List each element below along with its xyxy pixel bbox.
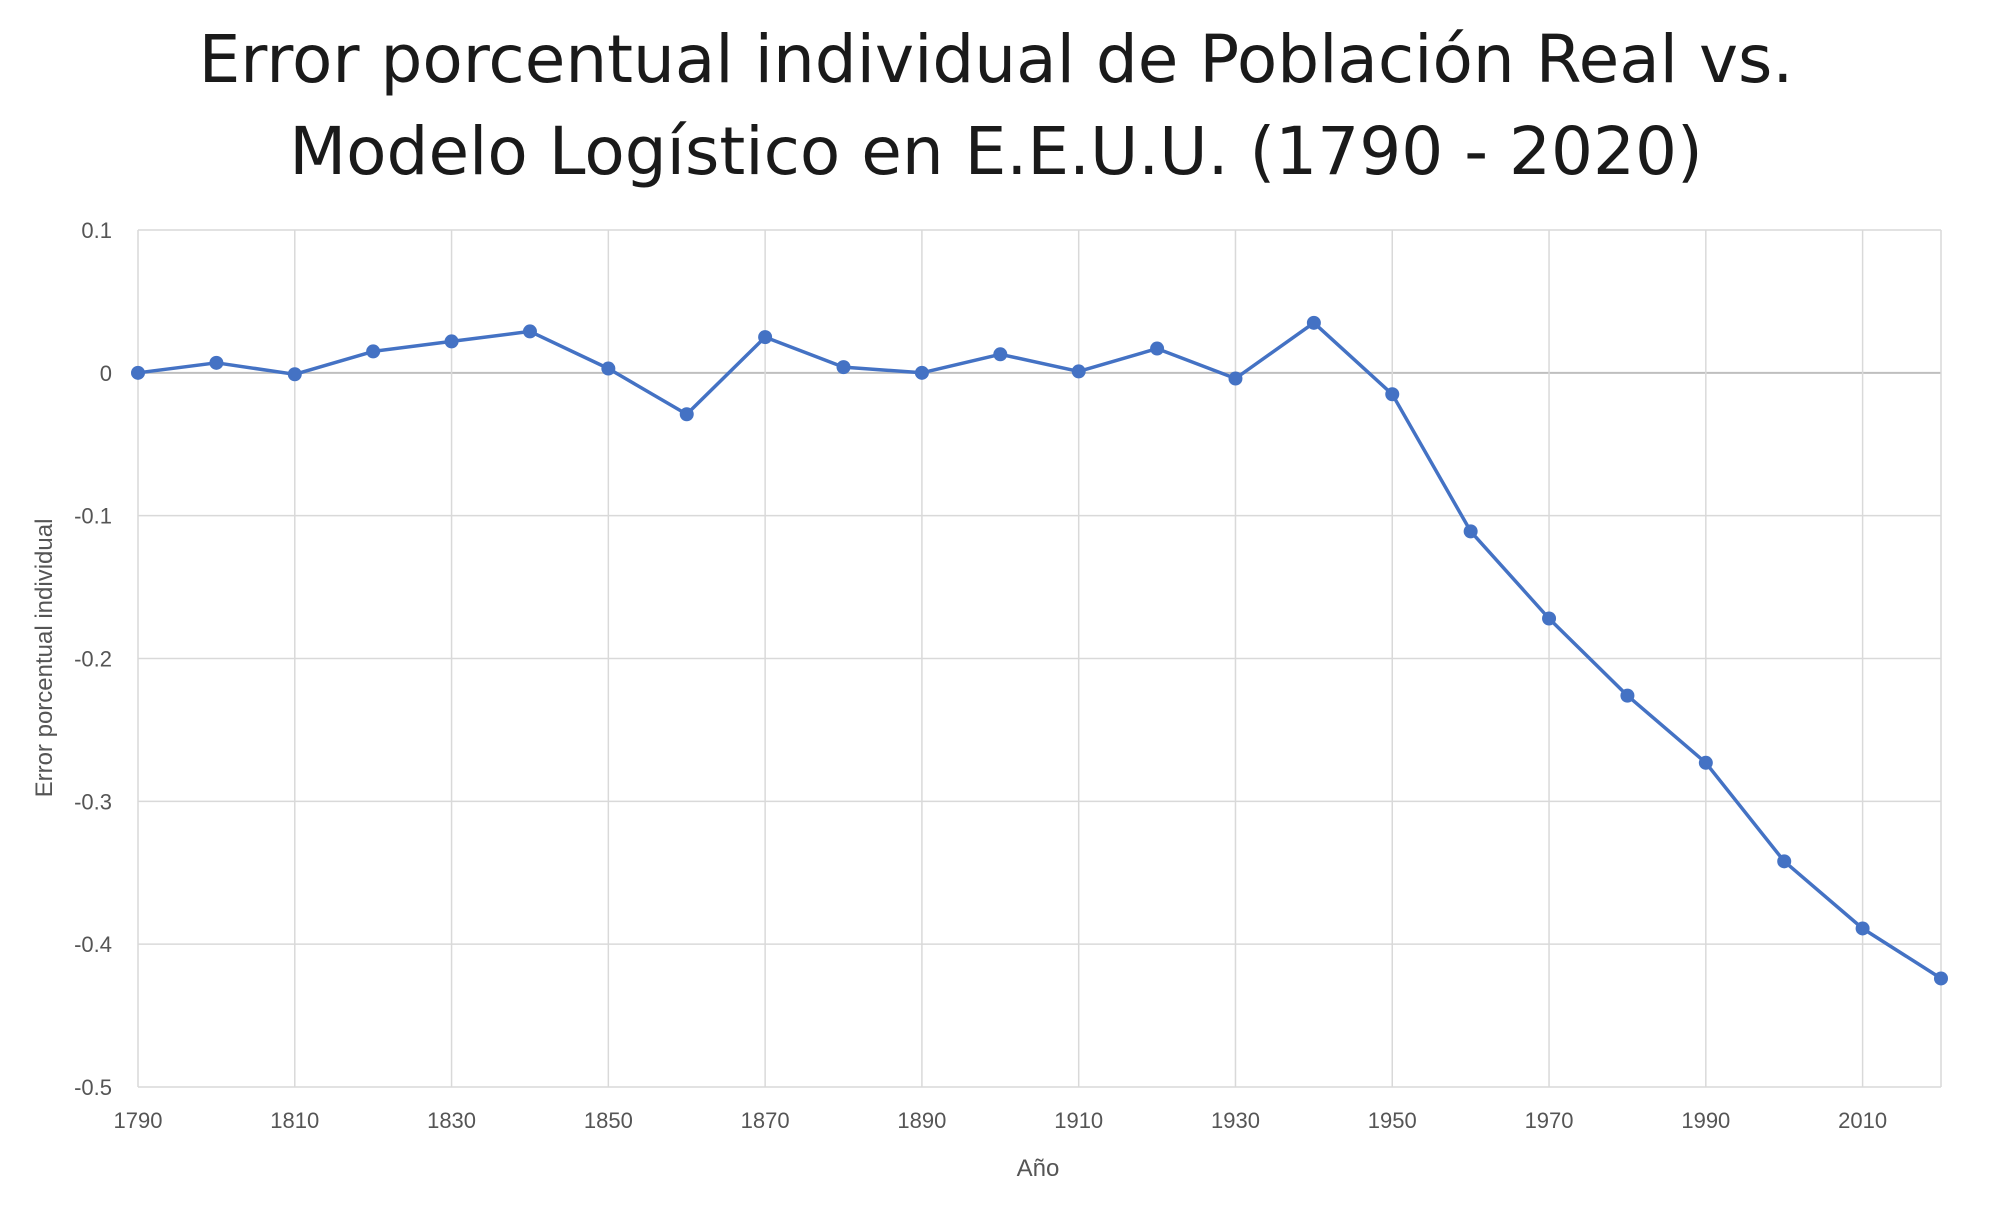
data-point: [601, 361, 616, 376]
data-point: [679, 407, 694, 422]
data-point: [914, 365, 929, 380]
chart-title-line-2: Modelo Logístico en E.E.U.U. (1790 - 202…: [289, 113, 1703, 190]
data-point: [1698, 755, 1713, 770]
x-tick-label: 1930: [1211, 1108, 1260, 1133]
data-point: [287, 367, 302, 382]
data-point: [993, 347, 1008, 362]
y-tick-label: 0: [100, 361, 112, 386]
x-tick-label: 1810: [270, 1108, 319, 1133]
chart-title: Error porcentual individual de Población…: [0, 14, 1992, 198]
x-tick-label: 2010: [1838, 1108, 1887, 1133]
data-point: [1150, 341, 1165, 356]
series-line: [137, 321, 1942, 980]
data-point: [1542, 611, 1557, 626]
y-tick-label: -0.2: [74, 647, 112, 672]
data-point: [131, 365, 145, 380]
x-tick-label: 1890: [897, 1108, 946, 1133]
data-point: [209, 355, 224, 370]
x-tick-label: 1950: [1368, 1108, 1417, 1133]
x-tick-label: 1990: [1681, 1108, 1730, 1133]
y-axis-title: Error porcentual individual: [31, 519, 58, 798]
data-point: [1855, 921, 1870, 936]
x-axis-title: Año: [1017, 1155, 1060, 1182]
x-tick-label: 1850: [584, 1108, 633, 1133]
data-point: [444, 334, 459, 349]
y-tick-label: -0.5: [74, 1075, 112, 1100]
data-point: [366, 344, 381, 359]
x-tick-label: 1910: [1054, 1108, 1103, 1133]
data-point: [758, 330, 773, 345]
data-point: [1777, 854, 1792, 869]
data-point: [1463, 524, 1478, 539]
data-point: [1071, 364, 1086, 379]
x-tick-label: 1870: [741, 1108, 790, 1133]
grid-lines: [137, 229, 1942, 1088]
y-tick-label: -0.4: [74, 932, 112, 957]
data-point: [1228, 371, 1243, 386]
data-series: [131, 315, 1948, 986]
data-point: [1620, 688, 1635, 703]
y-tick-label: -0.3: [74, 789, 112, 814]
x-tick-label: 1970: [1525, 1108, 1574, 1133]
data-point: [836, 360, 851, 375]
y-tick-label: 0.1: [81, 218, 112, 243]
x-tick-label: 1830: [427, 1108, 476, 1133]
data-point: [1306, 315, 1321, 330]
data-point: [522, 324, 537, 339]
chart-title-line-1: Error porcentual individual de Población…: [198, 21, 1794, 98]
x-tick-label: 1790: [114, 1108, 163, 1133]
data-point: [1934, 971, 1948, 986]
y-tick-label: -0.1: [74, 504, 112, 529]
data-point: [1385, 387, 1400, 402]
